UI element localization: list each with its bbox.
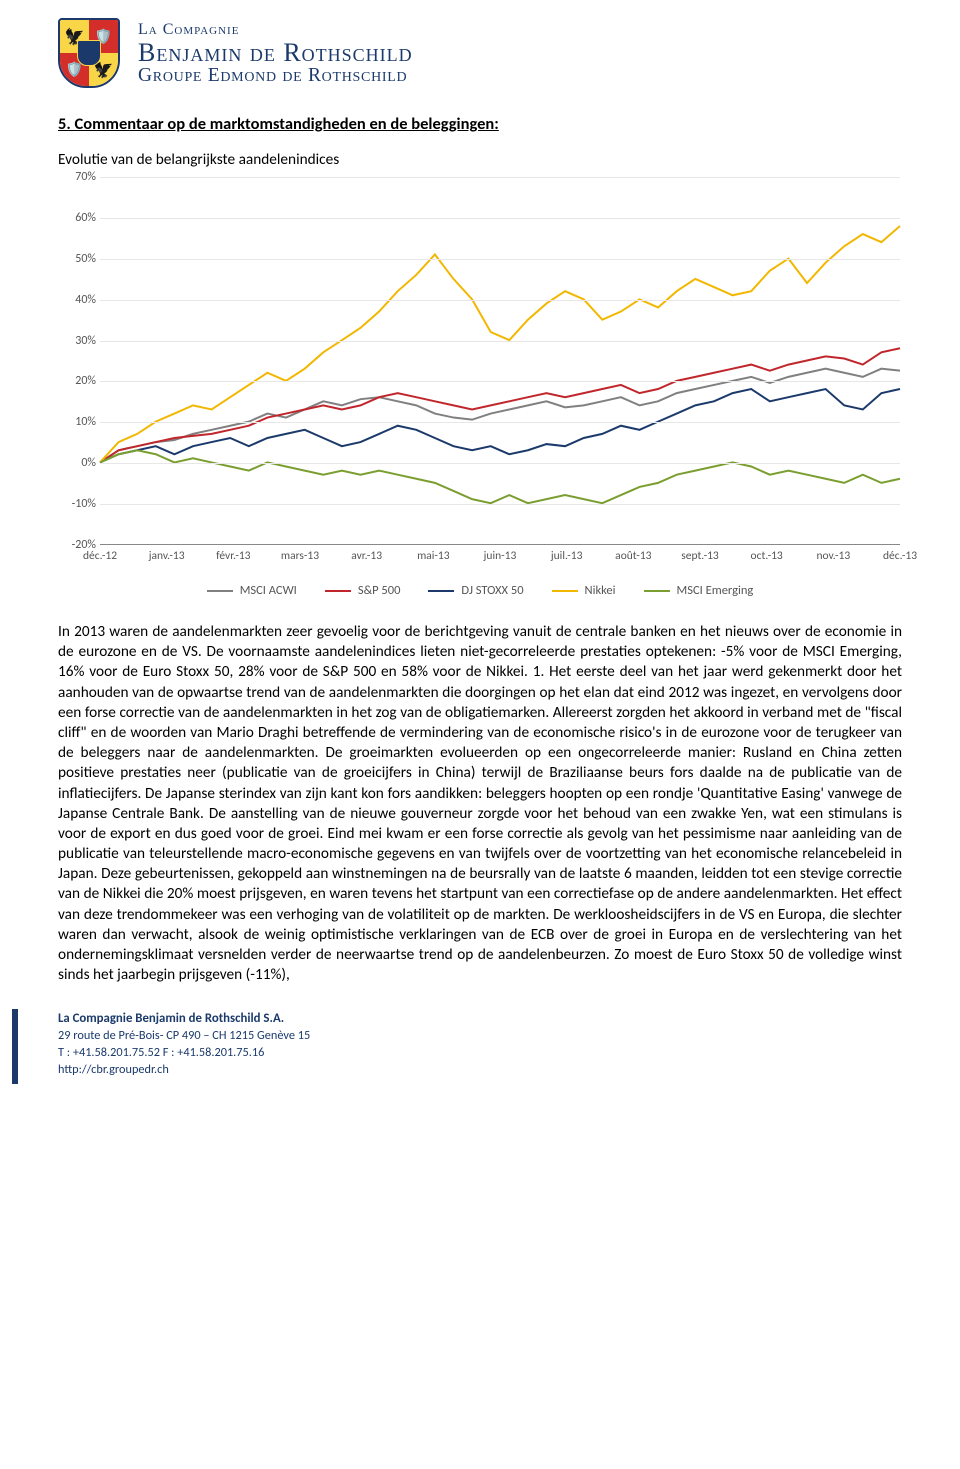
- chart-series-line: [100, 450, 900, 503]
- legend-swatch: [644, 590, 670, 592]
- chart-xtick: déc.-12: [83, 549, 117, 563]
- chart-gridline: [100, 504, 900, 506]
- chart-ytick: 20%: [58, 374, 96, 388]
- chart-xtick: janv.-13: [149, 549, 185, 563]
- commentary-paragraph: In 2013 waren de aandelenmarkten zeer ge…: [58, 622, 902, 985]
- page-footer: La Compagnie Benjamin de Rothschild S.A.…: [58, 1011, 902, 1078]
- chart-xtick: mai-13: [417, 549, 450, 563]
- company-line-1: La Compagnie: [138, 22, 413, 39]
- chart-gridline: [100, 341, 900, 343]
- chart-xtick: avr.-13: [351, 549, 382, 563]
- chart-ytick: 50%: [58, 252, 96, 266]
- chart-xtick: oct.-13: [751, 549, 783, 563]
- chart-gridline: [100, 177, 900, 179]
- chart-ytick: -10%: [58, 497, 96, 511]
- legend-swatch: [325, 590, 351, 592]
- chart-gridline: [100, 300, 900, 302]
- legend-swatch: [428, 590, 454, 592]
- legend-item: S&P 500: [325, 583, 401, 598]
- chart-gridline: [100, 381, 900, 383]
- legend-label: MSCI Emerging: [677, 583, 754, 598]
- chart-xtick: août-13: [615, 549, 651, 563]
- legend-item: Nikkei: [552, 583, 616, 598]
- legend-item: MSCI ACWI: [207, 583, 297, 598]
- footer-phones: T : +41.58.201.75.52 F : +41.58.201.75.1…: [58, 1045, 902, 1062]
- legend-label: MSCI ACWI: [240, 583, 297, 598]
- chart-ytick: 40%: [58, 293, 96, 307]
- chart-series-line: [100, 348, 900, 462]
- legend-item: MSCI Emerging: [644, 583, 754, 598]
- chart-gridline: [100, 218, 900, 220]
- legend-swatch: [207, 590, 233, 592]
- chart-ytick: 0%: [58, 456, 96, 470]
- chart-gridline: [100, 422, 900, 424]
- company-name-block: La Compagnie Benjamin de Rothschild Grou…: [138, 22, 413, 87]
- chart-gridline: [100, 463, 900, 465]
- chart-series-line: [100, 389, 900, 462]
- chart-ytick: 60%: [58, 211, 96, 225]
- chart-xtick: nov.-13: [816, 549, 850, 563]
- chart-xtick: mars-13: [281, 549, 319, 563]
- chart-plot-area: [100, 177, 900, 545]
- chart-ytick: 10%: [58, 415, 96, 429]
- legend-item: DJ STOXX 50: [428, 583, 523, 598]
- chart-ytick: 30%: [58, 334, 96, 348]
- footer-company-name: La Compagnie Benjamin de Rothschild S.A.: [58, 1011, 902, 1026]
- chart-xtick: déc.-13: [883, 549, 917, 563]
- chart-subtitle: Evolutie van de belangrijkste aandelenin…: [58, 150, 902, 169]
- legend-label: Nikkei: [585, 583, 616, 598]
- chart-xtick: sept.-13: [681, 549, 719, 563]
- chart-gridline: [100, 259, 900, 261]
- legend-label: DJ STOXX 50: [461, 583, 523, 598]
- legend-label: S&P 500: [358, 583, 401, 598]
- chart-xtick: juil.-13: [551, 549, 583, 563]
- document-header: La Compagnie Benjamin de Rothschild Grou…: [58, 18, 902, 90]
- footer-address: 29 route de Pré-Bois- CP 490 – CH 1215 G…: [58, 1028, 902, 1045]
- company-line-3: Groupe Edmond de Rothschild: [138, 66, 413, 86]
- company-line-2: Benjamin de Rothschild: [138, 39, 413, 66]
- footer-accent-bar: [12, 1009, 18, 1084]
- rothschild-crest-icon: [58, 18, 122, 90]
- footer-url: http://cbr.groupedr.ch: [58, 1062, 902, 1079]
- chart-xtick: févr.-13: [216, 549, 250, 563]
- section-heading: 5. Commentaar op de marktomstandigheden …: [58, 114, 902, 134]
- chart-xtick: juin-13: [484, 549, 517, 563]
- legend-swatch: [552, 590, 578, 592]
- chart-ytick: 70%: [58, 170, 96, 184]
- equity-indices-chart: 70%60%50%40%30%20%10%0%-10%-20%déc.-12ja…: [58, 177, 902, 577]
- chart-legend: MSCI ACWI S&P 500 DJ STOXX 50 Nikkei MSCI Em…: [58, 583, 902, 598]
